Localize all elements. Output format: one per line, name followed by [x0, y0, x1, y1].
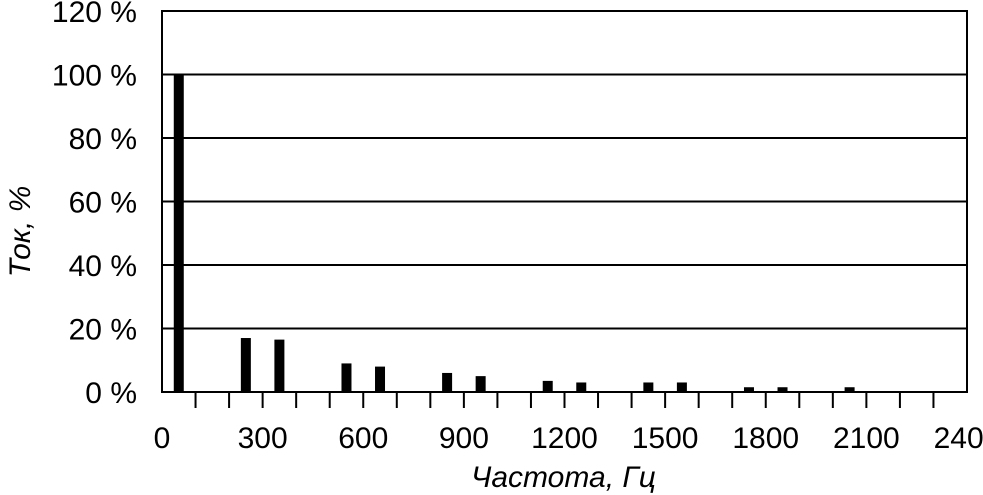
y-tick-label: 80 % [69, 123, 137, 156]
bar [844, 387, 855, 392]
bar [240, 338, 251, 392]
x-tick-label: 1800 [732, 422, 799, 455]
y-axis-title: Ток, % [4, 186, 37, 278]
gridlines [162, 73, 967, 330]
bar [274, 339, 285, 392]
x-tick-label: 2100 [833, 422, 900, 455]
y-tick-label: 40 % [69, 250, 137, 283]
bar [173, 74, 184, 392]
y-axis-tick-labels: 0 % 20 % 40 % 60 % 80 % 100 % 120 % [52, 0, 137, 410]
bar [442, 372, 453, 392]
x-axis-ticks [194, 392, 935, 408]
bar [542, 380, 553, 392]
bar [643, 382, 654, 392]
x-tick-label: 1500 [632, 422, 699, 455]
y-tick-label: 120 % [52, 0, 137, 29]
x-tick-label: 900 [439, 422, 489, 455]
x-tick-label: 0 [154, 422, 171, 455]
y-tick-label: 20 % [69, 314, 137, 347]
bar [576, 382, 587, 392]
x-tick-label: 2400 [934, 422, 983, 455]
x-tick-label: 1200 [531, 422, 598, 455]
bar [676, 382, 687, 392]
y-tick-label: 0 % [85, 377, 137, 410]
x-tick-label: 600 [338, 422, 388, 455]
y-tick-label: 60 % [69, 187, 137, 220]
bar [743, 387, 754, 392]
bar [777, 387, 788, 392]
y-tick-label: 100 % [52, 60, 137, 93]
x-tick-label: 300 [238, 422, 288, 455]
x-axis-tick-labels: 0 300 600 900 1200 1500 1800 2100 2400 [154, 422, 983, 455]
bar [375, 366, 386, 392]
bar [341, 363, 352, 392]
x-axis-title: Частота, Гц [471, 461, 656, 494]
bar [475, 376, 486, 392]
bars [173, 74, 855, 392]
